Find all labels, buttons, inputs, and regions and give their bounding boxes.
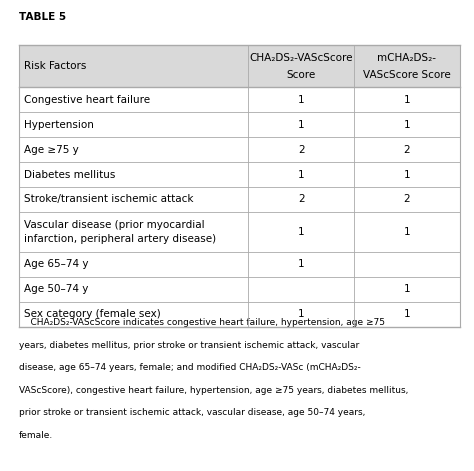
- Text: Diabetes mellitus: Diabetes mellitus: [24, 170, 115, 179]
- Text: Hypertension: Hypertension: [24, 120, 93, 130]
- Text: Score: Score: [286, 70, 316, 80]
- Text: 1: 1: [403, 120, 410, 130]
- Bar: [19, 302, 460, 327]
- Text: 1: 1: [403, 284, 410, 294]
- Bar: [19, 137, 460, 162]
- Text: Age 65–74 y: Age 65–74 y: [24, 260, 88, 269]
- Text: 1: 1: [403, 170, 410, 179]
- Text: 2: 2: [403, 195, 410, 204]
- Text: years, diabetes mellitus, prior stroke or transient ischemic attack, vascular: years, diabetes mellitus, prior stroke o…: [19, 341, 359, 349]
- Text: Stroke/transient ischemic attack: Stroke/transient ischemic attack: [24, 195, 193, 204]
- Text: 2: 2: [298, 145, 304, 154]
- Text: Age 50–74 y: Age 50–74 y: [24, 284, 88, 294]
- Bar: [19, 45, 460, 87]
- Text: VAScScore), congestive heart failure, hypertension, age ≥75 years, diabetes mell: VAScScore), congestive heart failure, hy…: [19, 386, 408, 395]
- Text: female.: female.: [19, 431, 53, 440]
- Text: TABLE 5: TABLE 5: [19, 12, 66, 22]
- Bar: [19, 212, 460, 252]
- Text: Risk Factors: Risk Factors: [24, 61, 86, 71]
- Text: 1: 1: [298, 170, 304, 179]
- Text: 1: 1: [298, 120, 304, 130]
- Text: 1: 1: [403, 309, 410, 319]
- Text: infarction, peripheral artery disease): infarction, peripheral artery disease): [24, 234, 216, 244]
- Bar: [19, 252, 460, 277]
- Bar: [19, 112, 460, 137]
- Text: Congestive heart failure: Congestive heart failure: [24, 95, 150, 105]
- Text: CHA₂DS₂-VAScScore indicates congestive heart failure, hypertension, age ≥75: CHA₂DS₂-VAScScore indicates congestive h…: [19, 318, 385, 327]
- Text: 1: 1: [298, 309, 304, 319]
- Text: 2: 2: [403, 145, 410, 154]
- Text: Sex category (female sex): Sex category (female sex): [24, 309, 161, 319]
- Text: 1: 1: [298, 227, 304, 237]
- Text: VAScScore Score: VAScScore Score: [363, 70, 451, 80]
- Text: 1: 1: [403, 227, 410, 237]
- Bar: [19, 277, 460, 302]
- Bar: [19, 87, 460, 112]
- Text: prior stroke or transient ischemic attack, vascular disease, age 50–74 years,: prior stroke or transient ischemic attac…: [19, 408, 365, 417]
- Text: Vascular disease (prior myocardial: Vascular disease (prior myocardial: [24, 220, 204, 230]
- Text: mCHA₂DS₂-: mCHA₂DS₂-: [377, 53, 437, 63]
- Text: Age ≥75 y: Age ≥75 y: [24, 145, 79, 154]
- Text: 2: 2: [298, 195, 304, 204]
- Text: 1: 1: [403, 95, 410, 105]
- Text: 1: 1: [298, 95, 304, 105]
- Text: disease, age 65–74 years, female; and modified CHA₂DS₂-VASc (mCHA₂DS₂-: disease, age 65–74 years, female; and mo…: [19, 363, 361, 372]
- Bar: [19, 162, 460, 187]
- Bar: [19, 187, 460, 212]
- Text: CHA₂DS₂-VAScScore: CHA₂DS₂-VAScScore: [249, 53, 353, 63]
- Text: 1: 1: [298, 260, 304, 269]
